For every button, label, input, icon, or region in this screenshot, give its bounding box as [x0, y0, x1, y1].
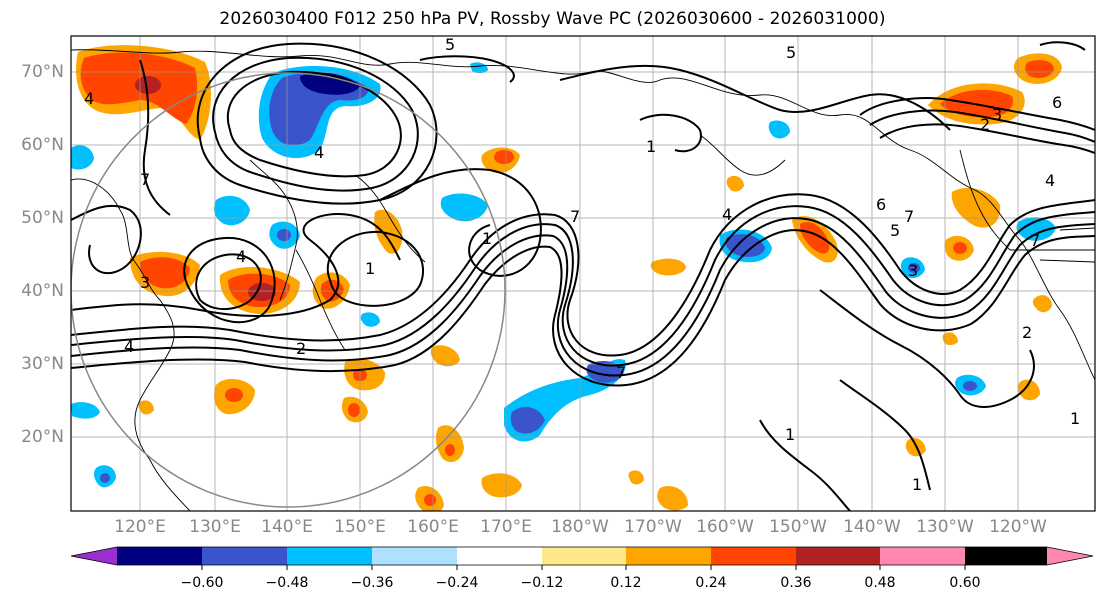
contour-label: 4: [722, 205, 732, 224]
lon-label-140e: 140°E: [261, 517, 313, 537]
contour-label: 7: [904, 207, 914, 226]
colorbar-swatch: [287, 547, 372, 565]
colorbar-tick-label: 0.36: [780, 575, 812, 591]
lon-label-150w: 150°W: [769, 517, 827, 537]
lon-label-150e: 150°E: [334, 517, 386, 537]
contour-label: 1: [912, 475, 922, 494]
lon-label-130w: 130°W: [916, 517, 974, 537]
lat-label-50n: 50°N: [21, 208, 64, 228]
contour-label-layer: 5 5 6 2 3 4 4 4 7 1 1 7 4 6 5 7 2 3 4 1 …: [84, 35, 1080, 494]
contour-label: 1: [1070, 409, 1080, 428]
contour-label: 1: [365, 259, 375, 278]
contour-label: 4: [236, 247, 246, 266]
contour-label: 2: [296, 339, 306, 358]
colorbar-extend-high: [1047, 547, 1093, 565]
contour-label: 5: [445, 35, 455, 54]
contour-label: 2: [980, 115, 990, 134]
map-plot-area: 5 5 6 2 3 4 4 4 7 1 1 7 4 6 5 7 2 3 4 1 …: [71, 35, 1095, 511]
colorbar-tick-label: 0.12: [610, 575, 642, 591]
lon-label-130e: 130°E: [189, 517, 241, 537]
lon-label-170e: 170°E: [480, 517, 532, 537]
colorbar-swatch: [457, 547, 542, 565]
lat-label-70n: 70°N: [21, 62, 64, 82]
contour-label: 5: [890, 221, 900, 240]
contour-label: 7: [1030, 231, 1040, 250]
colorbar-swatch: [880, 547, 965, 565]
contour-label: 7: [616, 363, 626, 382]
contour-label: 7: [140, 170, 150, 189]
lat-label-60n: 60°N: [21, 135, 64, 155]
contour-label: 3: [992, 105, 1002, 124]
colorbar: [70, 546, 1094, 570]
pv-contours: [71, 41, 1095, 511]
lon-label-170w: 170°W: [624, 517, 682, 537]
colorbar-tick-label: 0.60: [949, 575, 981, 591]
lon-label-160e: 160°E: [407, 517, 459, 537]
colorbar-swatch: [626, 547, 711, 565]
colorbar-tick-label: 0.48: [864, 575, 896, 591]
colorbar-swatch: [372, 547, 457, 565]
contour-label: 4: [124, 337, 134, 356]
colorbar-swatch: [542, 547, 626, 565]
contour-label: 6: [1052, 93, 1062, 112]
colorbar-tick-label: 0.24: [695, 575, 727, 591]
colorbar-tick-label: −0.36: [350, 575, 394, 591]
colorbar-extend-low: [71, 547, 117, 565]
lon-label-180w: 180°W: [551, 517, 609, 537]
contour-label: 2: [1022, 323, 1032, 342]
lat-label-20n: 20°N: [21, 427, 64, 447]
contour-label: 1: [785, 425, 795, 444]
contour-label: 7: [570, 207, 580, 226]
contour-label: 3: [908, 261, 918, 280]
colorbar-swatch: [965, 547, 1047, 565]
lon-label-120w: 120°W: [989, 517, 1047, 537]
negative-anomaly-shading: [71, 62, 1056, 488]
contour-label: 1: [482, 229, 492, 248]
lon-label-160w: 160°W: [696, 517, 754, 537]
contour-label: 4: [314, 143, 324, 162]
contour-label: 3: [140, 273, 150, 292]
colorbar-tick-label: −0.60: [180, 575, 224, 591]
contour-label: 5: [786, 43, 796, 62]
colorbar-swatch: [202, 547, 287, 565]
lon-label-140w: 140°W: [843, 517, 901, 537]
colorbar-swatch: [711, 547, 796, 565]
map-frame: [70, 35, 1096, 512]
colorbar-swatch: [796, 547, 880, 565]
colorbar-swatch: [117, 547, 202, 565]
lat-label-30n: 30°N: [21, 354, 64, 374]
contour-label: 6: [876, 195, 886, 214]
map-title: 2026030400 F012 250 hPa PV, Rossby Wave …: [219, 9, 886, 29]
lat-label-40n: 40°N: [21, 281, 64, 301]
contour-label: 4: [1045, 171, 1055, 190]
contour-label: 4: [84, 89, 94, 108]
region-circle: [71, 72, 506, 508]
colorbar-tick-label: −0.24: [435, 575, 479, 591]
colorbar-tick-label: −0.12: [520, 575, 564, 591]
contour-label: 1: [646, 137, 656, 156]
lon-label-120e: 120°E: [114, 517, 166, 537]
colorbar-tick-label: −0.48: [265, 575, 309, 591]
